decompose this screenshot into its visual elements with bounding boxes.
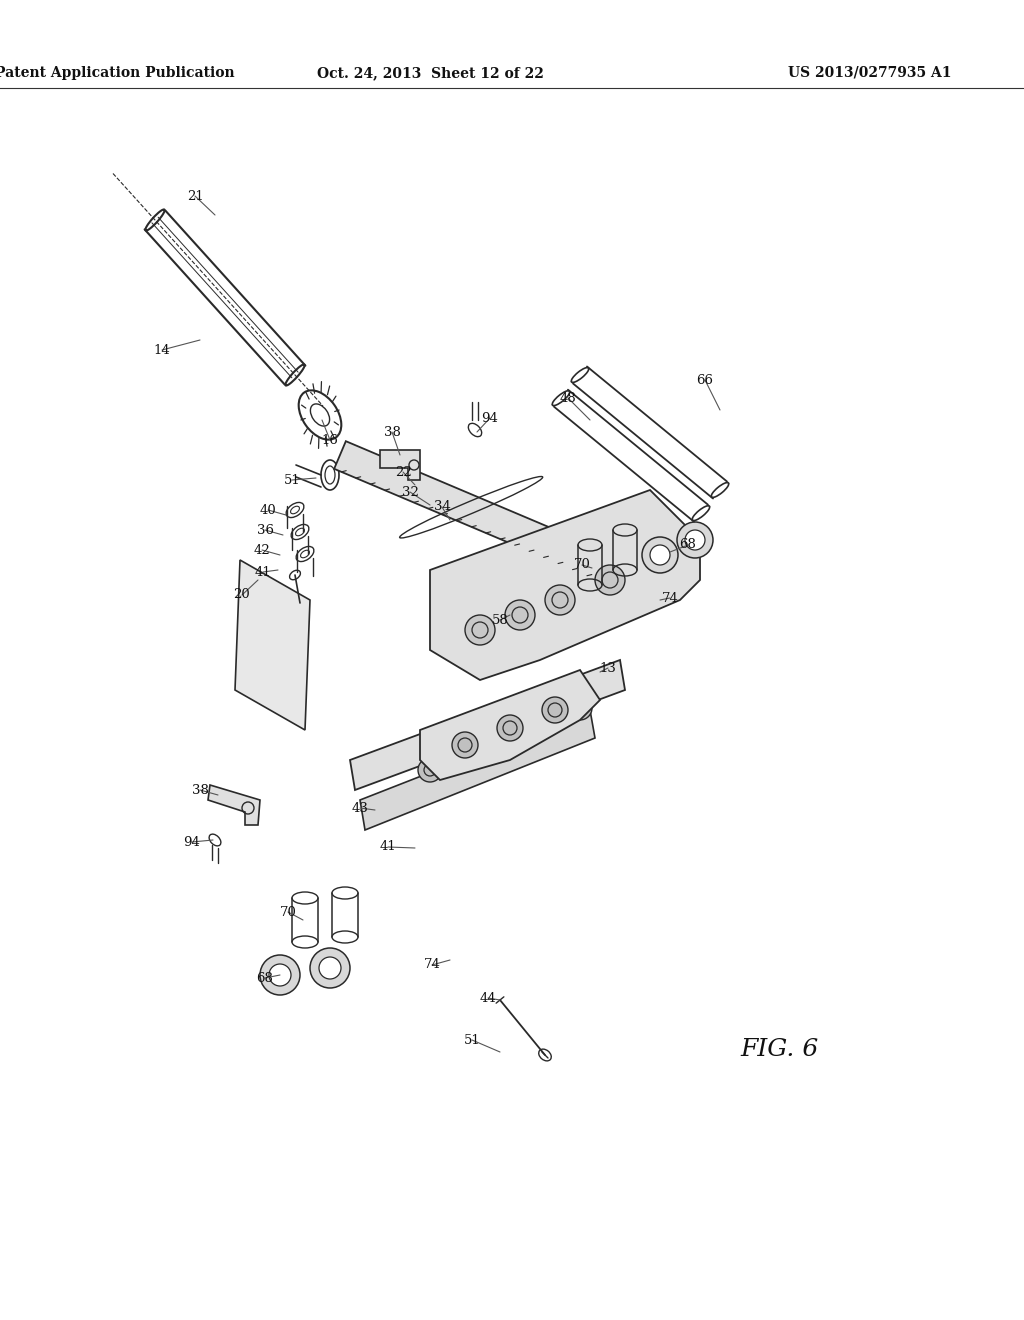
Text: 43: 43	[351, 801, 369, 814]
Circle shape	[478, 737, 502, 760]
Text: 16: 16	[322, 433, 339, 446]
Circle shape	[452, 733, 478, 758]
Text: 94: 94	[183, 836, 201, 849]
Circle shape	[650, 545, 670, 565]
Polygon shape	[430, 490, 700, 680]
Text: 38: 38	[191, 784, 209, 796]
Text: 68: 68	[680, 539, 696, 552]
Polygon shape	[360, 710, 595, 830]
Text: 32: 32	[401, 486, 419, 499]
Text: 14: 14	[154, 343, 170, 356]
Polygon shape	[350, 660, 625, 789]
Text: 13: 13	[600, 661, 616, 675]
Circle shape	[534, 713, 557, 737]
Text: 38: 38	[384, 425, 400, 438]
Circle shape	[677, 521, 713, 558]
Circle shape	[269, 964, 291, 986]
Text: 74: 74	[424, 958, 440, 972]
Circle shape	[595, 565, 625, 595]
Text: 70: 70	[280, 906, 296, 919]
Circle shape	[505, 601, 535, 630]
Circle shape	[465, 615, 495, 645]
Circle shape	[310, 948, 350, 987]
Circle shape	[260, 954, 300, 995]
Polygon shape	[420, 671, 600, 780]
Circle shape	[497, 715, 523, 741]
Circle shape	[685, 531, 705, 550]
Circle shape	[642, 537, 678, 573]
Text: 34: 34	[433, 500, 451, 513]
Text: 22: 22	[394, 466, 412, 479]
Text: 48: 48	[560, 392, 577, 404]
Text: 40: 40	[260, 503, 276, 516]
Text: 42: 42	[254, 544, 270, 557]
Polygon shape	[334, 441, 606, 578]
Circle shape	[418, 758, 442, 781]
Text: 36: 36	[256, 524, 273, 536]
Polygon shape	[208, 785, 260, 825]
Text: 94: 94	[481, 412, 499, 425]
Text: 41: 41	[255, 565, 271, 578]
Text: 58: 58	[492, 614, 508, 627]
Text: 20: 20	[233, 589, 251, 602]
Circle shape	[542, 697, 568, 723]
Text: 74: 74	[662, 591, 679, 605]
Text: Oct. 24, 2013  Sheet 12 of 22: Oct. 24, 2013 Sheet 12 of 22	[316, 66, 544, 81]
Text: US 2013/0277935 A1: US 2013/0277935 A1	[788, 66, 951, 81]
Polygon shape	[380, 450, 420, 480]
Text: Patent Application Publication: Patent Application Publication	[0, 66, 234, 81]
Text: 70: 70	[573, 558, 591, 572]
Circle shape	[545, 585, 575, 615]
Circle shape	[568, 696, 592, 719]
Text: FIG. 6: FIG. 6	[741, 1039, 819, 1061]
Polygon shape	[234, 560, 310, 730]
Text: 51: 51	[284, 474, 300, 487]
Text: 41: 41	[380, 841, 396, 854]
Text: 68: 68	[257, 972, 273, 985]
Text: 51: 51	[464, 1034, 480, 1047]
Text: 44: 44	[479, 991, 497, 1005]
Text: 21: 21	[186, 190, 204, 202]
Circle shape	[319, 957, 341, 979]
Text: 66: 66	[696, 374, 714, 387]
